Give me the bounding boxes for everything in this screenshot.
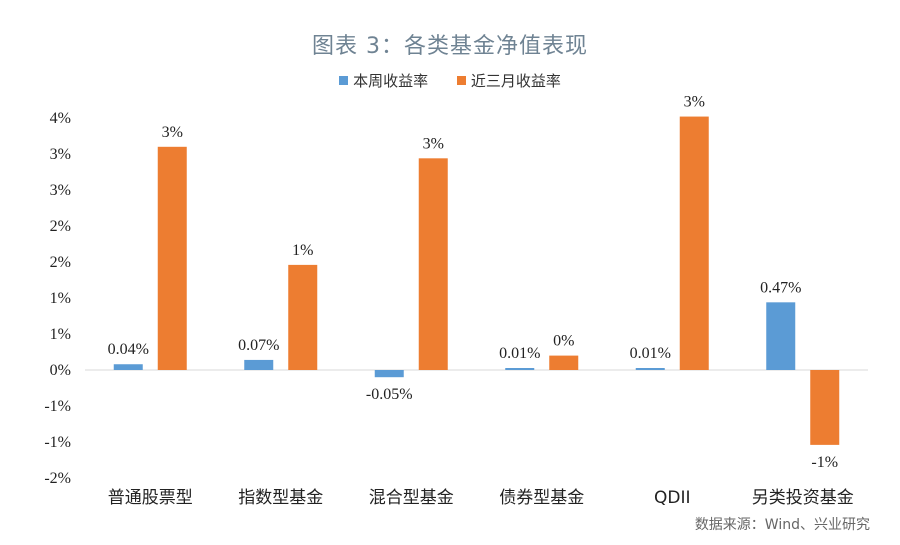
bar-weekly — [244, 359, 274, 370]
data-label-weekly: 0.47% — [760, 279, 801, 296]
bar-weekly — [113, 364, 143, 370]
data-label-three-month: -1% — [811, 454, 838, 471]
y-tick-label: -1% — [44, 398, 71, 415]
bar-three-month — [288, 264, 318, 370]
data-label-weekly: 0.04% — [108, 341, 149, 358]
y-tick-label: -1% — [44, 434, 71, 451]
y-tick-label: 0% — [50, 362, 71, 379]
y-tick-label: 1% — [50, 290, 71, 307]
y-tick-label: -2% — [44, 470, 71, 487]
source-note: 数据来源：Wind、兴业研究 — [694, 517, 870, 533]
y-tick-label: 2% — [50, 254, 71, 271]
bar-three-month — [679, 116, 709, 370]
category-label: 另类投资基金 — [752, 488, 854, 508]
bar-weekly — [766, 302, 796, 370]
bar-weekly — [635, 368, 665, 370]
legend-label-three-month: 近三月收益率 — [470, 72, 561, 90]
legend-swatch-weekly — [339, 76, 349, 85]
y-tick-label: 3% — [50, 182, 71, 199]
bar-three-month — [418, 158, 448, 370]
data-label-three-month: 3% — [684, 94, 705, 111]
bar-weekly — [374, 370, 404, 378]
category-label: 债券型基金 — [499, 488, 584, 508]
bar-three-month — [810, 370, 840, 445]
data-label-three-month: 3% — [162, 124, 183, 141]
data-label-weekly: 0.07% — [238, 337, 279, 354]
y-tick-label: 1% — [50, 326, 71, 343]
bar-three-month — [549, 355, 579, 370]
legend: 本周收益率 近三月收益率 — [0, 70, 900, 91]
bar-three-month — [157, 146, 187, 370]
data-label-three-month: 0% — [553, 333, 574, 350]
category-label: QDII — [654, 488, 691, 508]
legend-label-weekly: 本周收益率 — [353, 72, 429, 90]
legend-item-three-month: 近三月收益率 — [456, 70, 561, 91]
y-tick-label: 2% — [50, 218, 71, 235]
y-tick-label: 4% — [50, 110, 71, 127]
data-label-three-month: 1% — [292, 242, 313, 259]
legend-swatch-three-month — [456, 76, 466, 85]
category-label: 普通股票型 — [108, 488, 193, 508]
data-label-three-month: 3% — [423, 135, 444, 152]
chart-title: 图表 3：各类基金净值表现 — [312, 34, 588, 59]
legend-item-weekly: 本周收益率 — [339, 70, 428, 91]
data-label-weekly: -0.05% — [366, 386, 413, 403]
category-label: 指数型基金 — [238, 488, 323, 508]
data-label-weekly: 0.01% — [630, 345, 671, 362]
category-label: 混合型基金 — [369, 488, 454, 508]
bar-weekly — [505, 368, 535, 370]
data-label-weekly: 0.01% — [499, 345, 540, 362]
y-tick-label: 3% — [50, 146, 71, 163]
